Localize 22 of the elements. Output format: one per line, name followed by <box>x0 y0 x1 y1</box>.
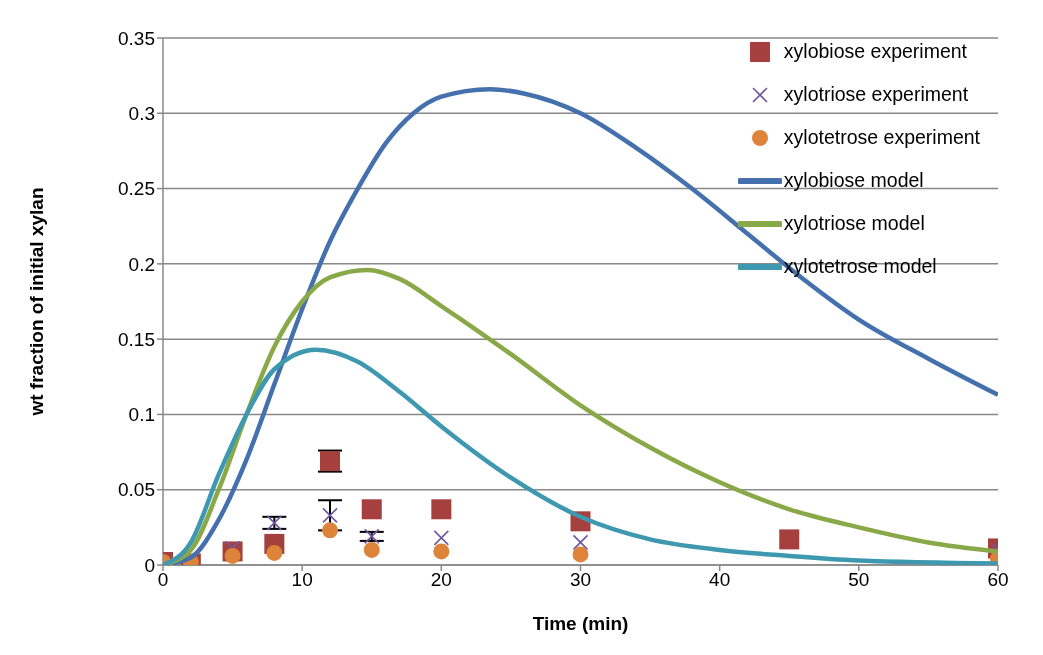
x-tick-label: 30 <box>569 569 592 591</box>
y-tick-label: 0.05 <box>118 479 155 501</box>
x-tick-label: 50 <box>848 569 870 591</box>
y-tick-label: 0.1 <box>128 404 155 426</box>
x-tick-label: 20 <box>430 569 452 591</box>
y-tick-label: 0.2 <box>128 253 155 275</box>
legend-label: xylobiose experiment <box>783 40 968 63</box>
legend-label: xylotetrose experiment <box>783 126 980 149</box>
legend-label: xylobiose model <box>783 169 924 192</box>
x-axis-title: Time (min) <box>532 613 629 634</box>
y-tick-label: 0 <box>144 554 155 576</box>
legend-label: xylotriose model <box>783 212 925 235</box>
x-tick-label: 40 <box>709 569 731 591</box>
x-tick-label: 60 <box>987 569 1009 591</box>
legend-label: xylotriose experiment <box>783 83 969 106</box>
y-axis-title: wt fraction of initial xylan <box>25 187 47 417</box>
y-tick-label: 0.25 <box>118 178 155 200</box>
y-tick-label: 0.35 <box>118 27 155 49</box>
x-tick-label: 10 <box>291 569 313 591</box>
x-tick-label: 0 <box>157 569 169 591</box>
y-tick-label: 0.3 <box>128 103 155 125</box>
y-tick-label: 0.15 <box>118 328 155 350</box>
